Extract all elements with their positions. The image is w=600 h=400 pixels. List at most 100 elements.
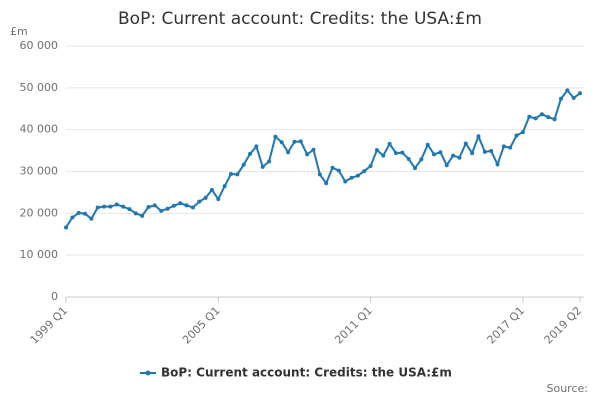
data-point — [470, 151, 475, 156]
data-point — [343, 179, 348, 184]
data-point — [171, 203, 176, 208]
data-point — [533, 116, 538, 121]
data-point — [292, 139, 297, 144]
data-point — [527, 114, 532, 119]
data-point — [520, 130, 525, 135]
data-point — [108, 204, 113, 209]
data-point — [457, 155, 462, 160]
source: Source: — [547, 382, 589, 395]
data-point — [216, 197, 221, 202]
data-point — [89, 216, 94, 221]
data-point — [368, 164, 373, 169]
data-point — [571, 95, 576, 100]
data-point — [133, 211, 138, 216]
data-point — [438, 150, 443, 155]
data-point — [514, 133, 519, 138]
data-point — [140, 213, 145, 218]
y-axis-label: £m — [10, 25, 28, 38]
data-point — [355, 173, 360, 178]
y-tick-label: 0 — [51, 290, 58, 303]
data-point — [95, 205, 100, 210]
data-point — [64, 225, 68, 230]
data-point — [235, 172, 240, 177]
data-point — [267, 159, 272, 164]
data-point — [400, 150, 405, 155]
y-tick-label: 20 000 — [20, 206, 59, 219]
series-line — [65, 88, 581, 229]
data-point — [349, 175, 354, 180]
data-point — [419, 157, 424, 162]
data-point — [184, 203, 189, 208]
data-point — [203, 195, 208, 200]
x-tick-label: 1999 Q1 — [28, 304, 71, 347]
data-point — [70, 215, 75, 220]
data-point — [279, 140, 284, 145]
data-point — [387, 141, 392, 146]
x-tick-label: 2019 Q2 — [542, 304, 585, 347]
data-point — [305, 152, 310, 157]
data-point — [76, 210, 81, 215]
data-point — [336, 168, 341, 173]
data-point — [127, 207, 132, 212]
data-point — [406, 156, 411, 161]
data-point — [330, 165, 335, 170]
data-point — [393, 151, 398, 156]
data-point — [425, 142, 430, 147]
data-point — [558, 96, 563, 101]
data-point — [432, 152, 437, 157]
data-point — [451, 153, 456, 158]
data-point — [482, 149, 487, 154]
data-point — [121, 204, 126, 209]
data-point — [114, 202, 119, 207]
data-point — [260, 164, 265, 169]
data-point — [508, 145, 513, 150]
data-point — [476, 134, 481, 139]
y-tick-label: 60 000 — [20, 39, 59, 52]
data-point — [273, 134, 278, 139]
data-point — [381, 153, 386, 158]
y-tick-label: 10 000 — [20, 248, 59, 261]
data-point — [298, 139, 303, 144]
data-point — [501, 144, 506, 149]
data-point — [444, 163, 449, 168]
data-point — [228, 172, 233, 177]
data-point — [222, 184, 227, 189]
data-point — [489, 149, 494, 154]
data-point — [165, 206, 170, 211]
data-point — [539, 112, 544, 117]
data-point — [578, 91, 582, 96]
y-tick-label: 30 000 — [20, 165, 59, 178]
legend-label: BoP: Current account: Credits: the USA:£… — [161, 366, 452, 380]
data-point — [311, 147, 316, 152]
data-point — [495, 162, 500, 167]
chart-title: BoP: Current account: Credits: the USA:£… — [118, 9, 482, 29]
data-point — [146, 205, 151, 210]
y-tick-label: 40 000 — [20, 123, 59, 136]
data-point — [565, 88, 570, 93]
x-tick-label: 2017 Q1 — [485, 304, 528, 347]
data-point — [241, 162, 246, 167]
data-point — [197, 199, 202, 204]
data-point — [546, 115, 551, 120]
data-point — [248, 151, 253, 156]
data-point — [254, 144, 259, 149]
data-point — [324, 181, 329, 186]
data-point — [463, 141, 468, 146]
data-point — [159, 208, 164, 213]
legend-marker — [145, 370, 151, 376]
x-tick-label: 2005 Q1 — [180, 304, 223, 347]
data-point — [413, 166, 418, 171]
data-point — [362, 169, 367, 174]
data-point — [152, 203, 157, 208]
data-point — [286, 150, 291, 155]
data-point — [374, 148, 379, 153]
data-point — [317, 172, 322, 177]
data-point — [190, 205, 195, 210]
data-point — [178, 201, 183, 206]
data-point — [102, 204, 107, 209]
data-point — [209, 187, 214, 192]
data-point — [83, 211, 88, 216]
x-tick-label: 2011 Q1 — [332, 304, 375, 347]
data-point — [552, 117, 557, 122]
